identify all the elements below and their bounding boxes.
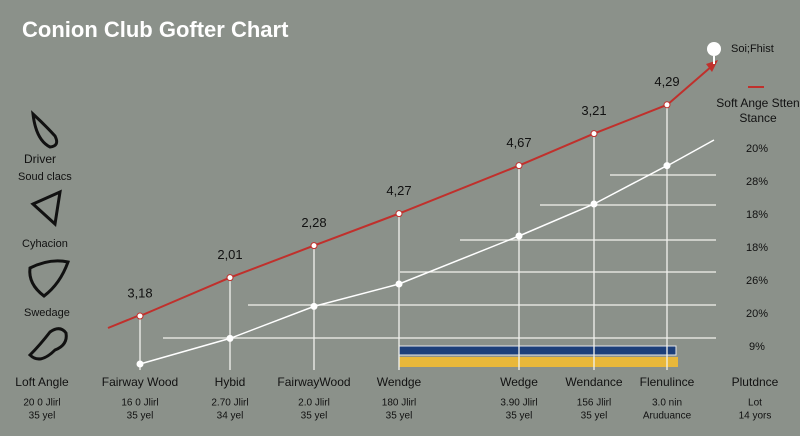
point bbox=[310, 302, 318, 310]
club-icons bbox=[27, 110, 70, 361]
detail-label: 16 0 Jlirl bbox=[121, 398, 158, 409]
detail-label: 35 yel bbox=[301, 411, 328, 422]
side-label: 20% bbox=[746, 308, 768, 320]
legend-label: Soft Ange Stten Stance bbox=[716, 96, 800, 125]
point-label: 3,18 bbox=[127, 285, 152, 300]
point bbox=[395, 210, 403, 218]
point bbox=[515, 162, 523, 170]
point bbox=[663, 101, 671, 109]
side-label: 28% bbox=[746, 176, 768, 188]
x-tick-label: Fairway Wood bbox=[102, 375, 178, 389]
club-label: Swedage bbox=[24, 307, 70, 319]
x-tick-label: Loft Angle bbox=[15, 375, 69, 389]
x-tick-label: Flenulince bbox=[640, 375, 695, 389]
point bbox=[226, 274, 234, 282]
side-label: 26% bbox=[746, 275, 768, 287]
chart-title: Conion Club Gofter Chart bbox=[22, 17, 289, 42]
x-tick-label: Hybid bbox=[215, 375, 246, 389]
trend-extension bbox=[107, 314, 141, 329]
x-tick-label: Wendance bbox=[565, 375, 622, 389]
point-label: 4,67 bbox=[506, 135, 531, 150]
side-label: 20% bbox=[746, 143, 768, 155]
point bbox=[226, 334, 234, 342]
series-line bbox=[139, 103, 668, 317]
side-label: 9% bbox=[749, 341, 765, 353]
detail-label: 2.70 Jlirl bbox=[211, 398, 248, 409]
detail-label: Aruduance bbox=[643, 411, 692, 422]
guide-lines bbox=[163, 174, 716, 339]
side-label: 18% bbox=[746, 209, 768, 221]
point bbox=[136, 312, 144, 320]
club-label: Cyhacion bbox=[22, 238, 68, 250]
point-label: 4,29 bbox=[654, 74, 679, 89]
legend-label: Soi;Fhist bbox=[731, 43, 774, 55]
point bbox=[590, 130, 598, 138]
x-tick-label: Wedge bbox=[500, 375, 538, 389]
point bbox=[663, 162, 671, 170]
detail-label: 35 yel bbox=[386, 411, 413, 422]
detail-label: 14 yors bbox=[739, 411, 772, 422]
detail-label: 3.0 nin bbox=[652, 398, 682, 409]
detail-label: 156 Jlirl bbox=[577, 398, 611, 409]
point bbox=[590, 200, 598, 208]
blue-band bbox=[398, 345, 677, 356]
detail-label: 2.0 Jlirl bbox=[298, 398, 330, 409]
detail-label: Lot bbox=[748, 398, 762, 409]
detail-label: 20 0 Jlirl bbox=[23, 398, 60, 409]
detail-label: 3.90 Jlirl bbox=[500, 398, 537, 409]
club-label: Driver bbox=[24, 152, 56, 166]
point bbox=[310, 242, 318, 250]
x-tick-label: Plutdnce bbox=[732, 375, 779, 389]
yellow-band bbox=[399, 357, 678, 367]
line-extension bbox=[666, 139, 715, 167]
point-label: 3,21 bbox=[581, 103, 606, 118]
point bbox=[136, 360, 144, 368]
x-tick-label: FairwayWood bbox=[277, 375, 350, 389]
point-label: 2,01 bbox=[217, 247, 242, 262]
trend-extension bbox=[666, 65, 713, 106]
detail-label: 34 yel bbox=[217, 411, 244, 422]
detail-label: 35 yel bbox=[506, 411, 533, 422]
detail-label: 35 yel bbox=[581, 411, 608, 422]
detail-label: 35 yel bbox=[127, 411, 154, 422]
point-label: 4,27 bbox=[386, 183, 411, 198]
club-label: Soud clacs bbox=[18, 171, 72, 183]
x-tick-label: Wendge bbox=[377, 375, 422, 389]
legend-ball bbox=[707, 42, 721, 56]
detail-label: 35 yel bbox=[29, 411, 56, 422]
detail-label: 180 Jlirl bbox=[382, 398, 416, 409]
point bbox=[395, 280, 403, 288]
point-label: 2,28 bbox=[301, 215, 326, 230]
point bbox=[515, 232, 523, 240]
side-label: 18% bbox=[746, 242, 768, 254]
